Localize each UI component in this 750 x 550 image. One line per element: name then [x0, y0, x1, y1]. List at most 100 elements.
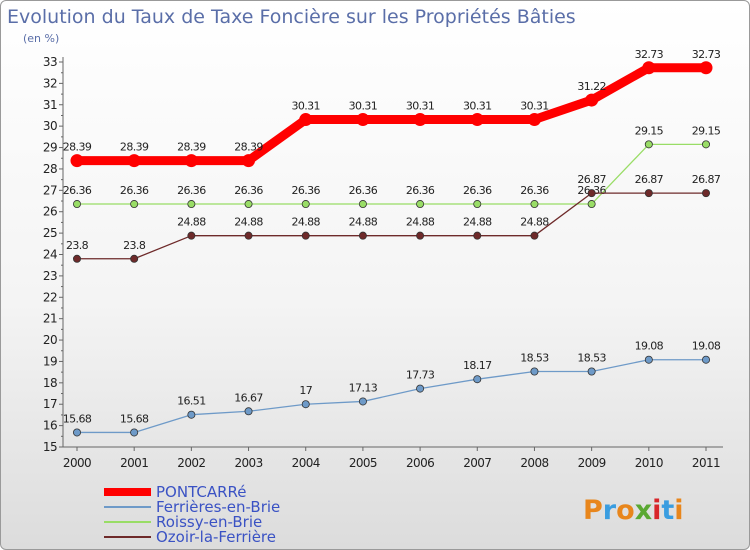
data-label: 23.8 — [123, 239, 146, 252]
data-point — [356, 113, 370, 127]
data-label: 18.53 — [520, 351, 549, 364]
data-point — [644, 355, 653, 364]
chart-title: Evolution du Taux de Taxe Foncière sur l… — [7, 6, 576, 28]
y-tick-label: 31 — [43, 98, 57, 112]
y-tick-label: 25 — [43, 226, 57, 240]
data-label: 30.31 — [520, 100, 549, 113]
data-point — [699, 61, 713, 75]
data-point — [642, 61, 656, 75]
legend-label: PONTCARRé — [156, 483, 247, 501]
x-tick-label: 2003 — [234, 456, 262, 470]
data-label: 26.36 — [520, 184, 549, 197]
data-label: 19.08 — [635, 340, 664, 353]
data-point — [644, 140, 653, 149]
series-ozoir-la-ferri-re: 23.8 23.8 24.88 24.88 24.88 24.88 24.88 24.88 24… — [66, 173, 721, 263]
data-label: 32.73 — [635, 48, 664, 61]
data-point — [416, 384, 425, 393]
series-line — [76, 359, 707, 434]
x-tick-label: 2004 — [292, 456, 320, 470]
data-point — [530, 367, 539, 376]
logo-letter: i — [652, 495, 661, 526]
data-label: 30.31 — [291, 100, 320, 113]
legend-item: PONTCARRé — [104, 483, 247, 501]
data-label: 24.88 — [234, 216, 263, 229]
data-point — [473, 231, 482, 240]
data-label: 31.22 — [577, 80, 606, 93]
y-tick-label: 17 — [43, 397, 57, 411]
series-pontcarr-: 28.39 28.39 28.39 28.39 30.31 30.31 30.31 30.31… — [63, 48, 721, 168]
data-point — [301, 231, 310, 240]
data-point — [73, 254, 82, 263]
data-label: 26.36 — [406, 184, 435, 197]
data-label: 26.36 — [63, 184, 92, 197]
chart-subtitle: (en %) — [23, 32, 59, 45]
data-label: 28.39 — [234, 141, 263, 154]
data-point — [130, 254, 139, 263]
logo-letter: i — [674, 495, 683, 526]
data-point — [299, 113, 313, 127]
data-label: 24.88 — [177, 216, 206, 229]
data-label: 26.36 — [120, 184, 149, 197]
series-layer: 26.36 26.36 26.36 26.36 26.36 26.36 26.36 26.36… — [63, 48, 721, 437]
data-point — [702, 355, 711, 364]
y-tick-label: 22 — [43, 290, 57, 304]
data-label: 26.36 — [291, 184, 320, 197]
data-label: 18.17 — [463, 359, 492, 372]
y-tick-label: 18 — [43, 376, 57, 390]
x-tick-label: 2009 — [578, 456, 606, 470]
data-point — [473, 200, 482, 209]
y-tick-label: 15 — [43, 440, 57, 454]
x-tick-label: 2001 — [120, 456, 148, 470]
data-label: 23.8 — [66, 239, 89, 252]
y-tick-label: 26 — [43, 205, 57, 219]
data-point — [127, 154, 141, 168]
data-label: 24.88 — [291, 216, 320, 229]
data-point — [187, 410, 196, 419]
axes: 15 16 17 18 19 20 21 22 23 24 25 26 27 28 29 30 31 32 33 20… — [43, 55, 723, 470]
data-label: 30.31 — [406, 100, 435, 113]
logo-letter: o — [616, 495, 635, 526]
logo-letter: t — [661, 495, 674, 526]
y-tick-label: 16 — [43, 419, 57, 433]
data-label: 15.68 — [120, 412, 149, 425]
data-label: 30.31 — [463, 100, 492, 113]
data-label: 17.13 — [349, 381, 378, 394]
data-label: 24.88 — [520, 216, 549, 229]
legend-item: Ferrières-en-Brie — [104, 498, 280, 516]
data-point — [187, 231, 196, 240]
data-label: 26.87 — [577, 173, 606, 186]
data-point — [244, 407, 253, 416]
y-tick-label: 24 — [43, 248, 57, 262]
x-tick-label: 2005 — [349, 456, 377, 470]
data-label: 26.87 — [692, 173, 721, 186]
data-point — [587, 189, 596, 198]
data-point — [530, 200, 539, 209]
data-point — [587, 200, 596, 209]
data-label: 26.36 — [177, 184, 206, 197]
data-label: 24.88 — [463, 216, 492, 229]
data-point — [413, 113, 427, 127]
data-label: 26.36 — [234, 184, 263, 197]
x-tick-label: 2006 — [406, 456, 434, 470]
data-point — [585, 93, 599, 107]
series-roissy-en-brie: 26.36 26.36 26.36 26.36 26.36 26.36 26.36 26.36… — [63, 124, 721, 209]
data-label: 28.39 — [63, 141, 92, 154]
x-tick-label: 2010 — [635, 456, 663, 470]
data-label: 32.73 — [692, 48, 721, 61]
data-point — [358, 231, 367, 240]
data-label: 29.15 — [692, 124, 721, 137]
x-tick-label: 2000 — [63, 456, 91, 470]
data-point — [702, 140, 711, 149]
data-point — [587, 367, 596, 376]
data-point — [187, 200, 196, 209]
y-tick-label: 20 — [43, 333, 57, 347]
x-tick-label: 2007 — [463, 456, 491, 470]
data-point — [244, 231, 253, 240]
logo-letter: x — [635, 495, 652, 526]
data-label: 18.53 — [577, 351, 606, 364]
data-point — [416, 231, 425, 240]
logo-letter: P — [583, 495, 603, 526]
legend-label: Roissy-en-Brie — [156, 513, 262, 531]
x-tick-label: 2008 — [520, 456, 548, 470]
